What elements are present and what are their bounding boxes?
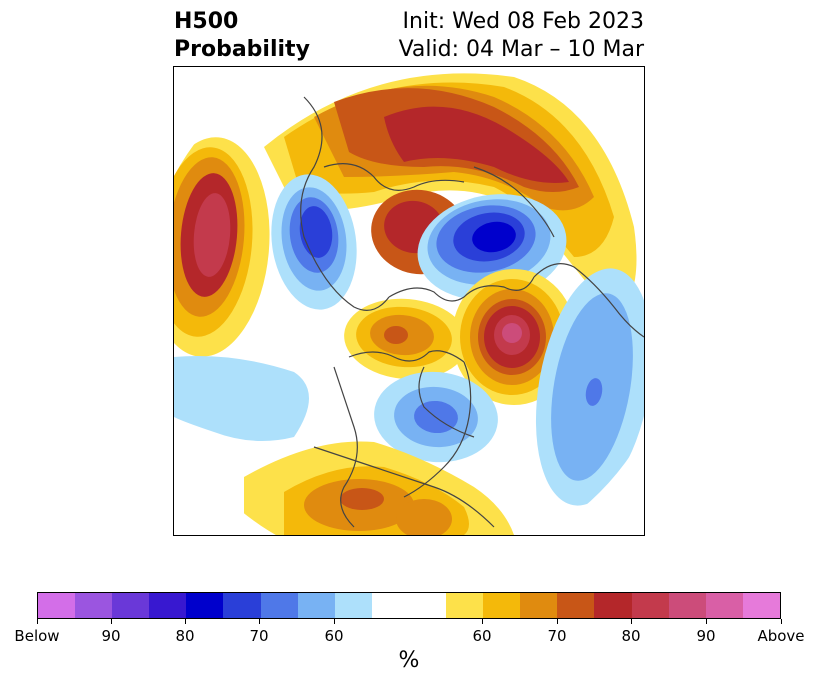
atlantic-warm-pink: [502, 323, 522, 343]
warm-core-red: [384, 106, 569, 183]
title-variable: H500: [174, 9, 239, 34]
colorbar-tickmark: [185, 619, 186, 624]
coastline-segment: [403, 361, 472, 498]
probability-colorbar: [37, 592, 781, 619]
colorbar-tickmark: [781, 619, 782, 624]
pacific-warm-rose: [193, 193, 231, 277]
colorbar-segment: [260, 593, 298, 618]
colorbar-segment: [446, 593, 484, 618]
colorbar-segment: [371, 593, 447, 618]
coastlines: [300, 96, 644, 528]
colorbar-segment: [742, 593, 780, 618]
map-canvas: [174, 67, 644, 535]
sus-warm-rust: [340, 488, 384, 510]
coastline-segment: [473, 166, 555, 238]
init-date: Init: Wed 08 Feb 2023: [402, 9, 644, 34]
colorbar-tickmark: [706, 619, 707, 624]
colorbar-tick-label: 60: [472, 627, 492, 645]
coastline-segment: [300, 96, 390, 311]
map-title-right: Init: Wed 08 Feb 2023 Valid: 04 Mar – 10…: [399, 8, 644, 64]
colorbar-tickmark: [557, 619, 558, 624]
colorbar-tick-label: 60: [324, 627, 344, 645]
colorbar-segment: [594, 593, 632, 618]
colorbar-tickmark: [334, 619, 335, 624]
coastline-segment: [333, 366, 358, 528]
colorbar-tick-label: 70: [547, 627, 567, 645]
colorbar-tick-label: Above: [757, 627, 805, 645]
colorbar-segment: [75, 593, 113, 618]
colorbar-tick-label: 80: [621, 627, 641, 645]
probability-fields: [174, 67, 644, 535]
colorbar-segment: [705, 593, 743, 618]
coastline-segment: [323, 163, 465, 191]
europe-cold-core: [472, 221, 516, 253]
nepacific-cold: [174, 356, 309, 441]
colorbar-segment: [483, 593, 521, 618]
title-product: Probability: [174, 37, 310, 62]
colorbar-tick-label: Below: [14, 627, 60, 645]
coastline-segment: [348, 350, 465, 363]
colorbar-unit: %: [398, 648, 420, 673]
colorbar-segment: [112, 593, 150, 618]
colorbar-tickmark: [259, 619, 260, 624]
valid-period: Valid: 04 Mar – 10 Mar: [398, 37, 644, 62]
colorbar-segment: [520, 593, 558, 618]
map-title-left: H500 Probability: [174, 8, 310, 64]
colorbar-tickmark: [37, 619, 38, 624]
colorbar-segment: [186, 593, 224, 618]
colorbar-tickmark: [111, 619, 112, 624]
arctic-warm-rust: [384, 326, 408, 344]
mexico-warm-orange: [396, 499, 452, 535]
probability-map: [173, 66, 645, 536]
coastline-segment: [388, 276, 535, 302]
colorbar-tick-label: 70: [249, 627, 269, 645]
colorbar-tick-label: 80: [175, 627, 195, 645]
colorbar-segment: [631, 593, 669, 618]
colorbar-segment: [223, 593, 261, 618]
colorbar-segment: [38, 593, 76, 618]
atlantic-cold-strong: [585, 378, 603, 406]
colorbar-segment: [557, 593, 595, 618]
colorbar-tick-label: 90: [696, 627, 716, 645]
colorbar-tickmark: [631, 619, 632, 624]
colorbar-segment: [297, 593, 335, 618]
colorbar-segment: [149, 593, 187, 618]
colorbar-tickmark: [482, 619, 483, 624]
coastline-segment: [533, 263, 644, 338]
coastline-segment: [418, 366, 475, 438]
coastline-segment: [313, 446, 495, 528]
colorbar-segment: [334, 593, 372, 618]
colorbar-segment: [668, 593, 706, 618]
colorbar-tick-label: 90: [101, 627, 121, 645]
